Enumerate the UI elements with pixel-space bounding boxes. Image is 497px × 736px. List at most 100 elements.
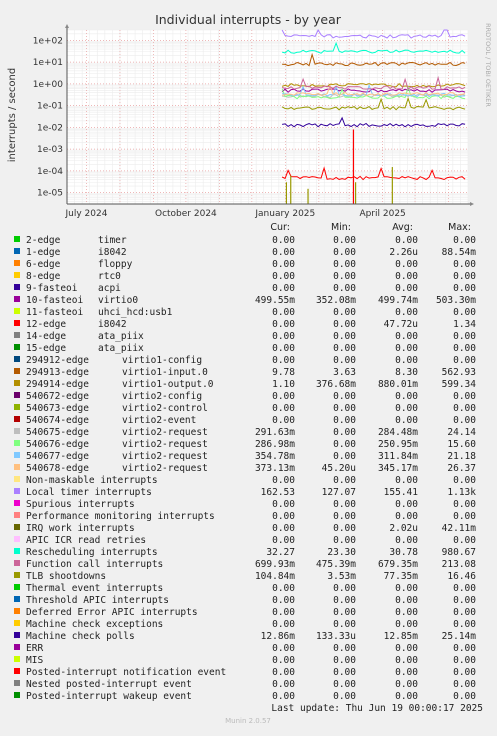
- legend-value: 354.78m: [255, 451, 295, 462]
- legend-value: 503.30m: [436, 295, 476, 306]
- legend-swatch: [14, 560, 20, 566]
- legend-value: 0.00: [272, 475, 295, 486]
- legend-value: 284.48m: [378, 427, 418, 438]
- legend-value: 12.86m: [261, 631, 296, 642]
- legend-value: 0.00: [395, 331, 418, 342]
- legend-name: Non-maskable interrupts: [26, 475, 158, 486]
- legend-name: APIC ICR read retries: [26, 535, 146, 546]
- legend-value: 0.00: [453, 391, 476, 402]
- legend-desc: i8042: [98, 247, 127, 258]
- legend-value: 8.30: [395, 367, 418, 378]
- legend-value: 2.02u: [389, 523, 418, 534]
- y-tick-label: 1e-03: [37, 145, 63, 155]
- legend-value: 0.00: [333, 247, 356, 258]
- legend-value: 0.00: [333, 343, 356, 354]
- legend-name: IRQ work interrupts: [26, 523, 135, 534]
- legend-name: Local timer interrupts: [26, 487, 152, 498]
- legend-value: 0.00: [333, 475, 356, 486]
- legend-value: 0.00: [333, 391, 356, 402]
- legend-swatch: [14, 320, 20, 326]
- legend-desc: i8042: [98, 319, 127, 330]
- legend-desc: virtio2-request: [122, 439, 208, 450]
- legend-value: 499.74m: [378, 295, 418, 306]
- legend-value: 0.00: [272, 259, 295, 270]
- legend-value: 162.53: [261, 487, 295, 498]
- legend-value: 0.00: [453, 619, 476, 630]
- x-tick-label: October 2024: [155, 209, 217, 219]
- legend-value: 0.00: [395, 259, 418, 270]
- legend-swatch: [14, 308, 20, 314]
- legend-value: 88.54m: [442, 247, 477, 258]
- legend-swatch: [14, 500, 20, 506]
- legend-swatch: [14, 356, 20, 362]
- series-line: [281, 88, 466, 93]
- legend-value: 0.00: [333, 679, 356, 690]
- chart-title: Individual interrupts - by year: [155, 12, 342, 27]
- legend-value: 0.00: [395, 535, 418, 546]
- legend-swatch: [14, 392, 20, 398]
- legend-value: 0.00: [333, 427, 356, 438]
- legend-value: 250.95m: [378, 439, 418, 450]
- legend-desc: virtio2-event: [122, 415, 196, 426]
- y-tick-label: 1e+00: [33, 80, 64, 90]
- legend-value: 0.00: [395, 355, 418, 366]
- series-line: [281, 28, 466, 39]
- grid: [66, 29, 469, 205]
- legend-value: 0.00: [453, 475, 476, 486]
- rrdtool-credit: RRDTOOL / TOBI OETIKER: [484, 23, 492, 107]
- legend-value: 0.00: [395, 667, 418, 678]
- legend-value: 0.00: [333, 355, 356, 366]
- legend-value: 15.60: [447, 439, 476, 450]
- legend-value: 0.00: [272, 247, 295, 258]
- legend-value: 0.00: [272, 415, 295, 426]
- legend-value: 376.68m: [316, 379, 356, 390]
- legend-swatch: [14, 236, 20, 242]
- legend-value: 0.00: [333, 535, 356, 546]
- legend-desc: virtio1-config: [122, 355, 202, 366]
- legend-value: 0.00: [395, 691, 418, 702]
- legend-value: 0.00: [333, 667, 356, 678]
- legend-value: 133.33u: [316, 631, 356, 642]
- series-line: [281, 166, 466, 181]
- legend-value: 0.00: [272, 619, 295, 630]
- legend-swatch: [14, 668, 20, 674]
- legend-value: 0.00: [395, 619, 418, 630]
- legend-swatch: [14, 428, 20, 434]
- legend-value: 77.35m: [384, 571, 419, 582]
- legend-value: 0.00: [395, 511, 418, 522]
- legend-name: 15-edge: [26, 343, 66, 354]
- legend-value: 0.00: [453, 259, 476, 270]
- legend-value: 0.00: [395, 475, 418, 486]
- legend-swatch: [14, 416, 20, 422]
- legend-name: 540677-edge: [26, 451, 89, 462]
- series-line: [282, 84, 466, 97]
- legend-value: 0.00: [272, 307, 295, 318]
- legend-column-header: Min:: [331, 222, 351, 233]
- legend-swatch: [14, 512, 20, 518]
- legend-value: 0.00: [272, 595, 295, 606]
- legend-value: 0.00: [453, 403, 476, 414]
- legend-name: Deferred Error APIC interrupts: [26, 607, 198, 618]
- legend-column-header: Max:: [448, 222, 471, 233]
- legend-value: 0.00: [272, 499, 295, 510]
- legend-name: Function call interrupts: [26, 559, 163, 570]
- legend-desc: virtio2-request: [122, 427, 208, 438]
- x-axis-arrow: [470, 202, 474, 206]
- legend-value: 0.00: [272, 331, 295, 342]
- legend-name: Spurious interrupts: [26, 499, 135, 510]
- legend-desc: virtio1-output.0: [122, 379, 214, 390]
- legend-value: 30.78: [389, 547, 418, 558]
- legend-value: 0.00: [272, 283, 295, 294]
- legend-value: 0.00: [333, 403, 356, 414]
- legend-value: 0.00: [453, 679, 476, 690]
- legend-value: 127.07: [322, 487, 356, 498]
- legend-value: 0.00: [453, 331, 476, 342]
- legend-value: 0.00: [453, 343, 476, 354]
- legend-value: 0.00: [395, 403, 418, 414]
- legend-value: 0.00: [272, 355, 295, 366]
- axes: [65, 24, 474, 206]
- legend-name: 540675-edge: [26, 427, 89, 438]
- legend-swatch: [14, 548, 20, 554]
- legend-value: 0.00: [395, 679, 418, 690]
- legend-value: 47.72u: [384, 319, 418, 330]
